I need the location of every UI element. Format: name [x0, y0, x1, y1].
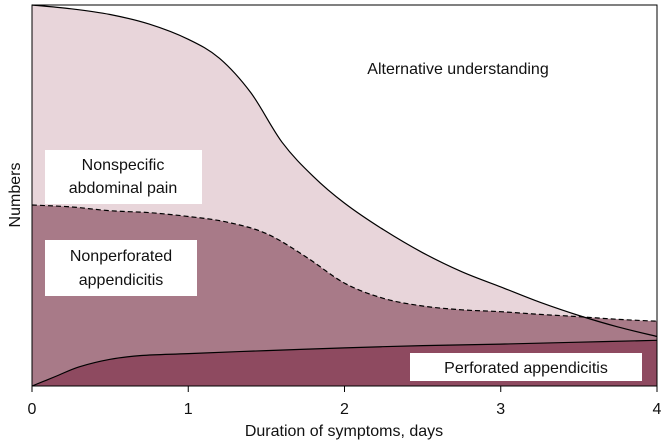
nonspecific-label-line2: abdominal pain: [69, 180, 178, 197]
curve-total: [31, 4, 658, 338]
perforated-label: Perforated appendicitis: [444, 360, 608, 377]
nonperforated-label-line2: appendicitis: [79, 272, 164, 289]
x-tick-label: 4: [653, 401, 662, 418]
alternative-label: Alternative understanding: [367, 61, 548, 78]
nonspecific-label-line1: Nonspecific: [82, 157, 165, 174]
curve-nonspecific-lower: [31, 204, 658, 322]
x-tick-label: 1: [184, 401, 193, 418]
x-tick-label: 2: [340, 401, 349, 418]
region-nonspecific-abdominal-pain: [32, 5, 657, 337]
curve-perforated-upper: [31, 339, 658, 387]
nonperforated-label-line1: Nonperforated: [70, 248, 172, 265]
x-axis-label: Duration of symptoms, days: [245, 423, 443, 440]
curve-lines: [31, 4, 658, 387]
x-tick-label: 3: [496, 401, 505, 418]
x-tick-label: 0: [28, 401, 37, 418]
nonspecific-label-box: [45, 150, 202, 204]
y-axis-label: Numbers: [7, 163, 24, 228]
perforated-label-box: [410, 353, 642, 381]
x-axis: 0 1 2 3 4: [28, 386, 662, 418]
nonperforated-label-box: [45, 240, 197, 296]
